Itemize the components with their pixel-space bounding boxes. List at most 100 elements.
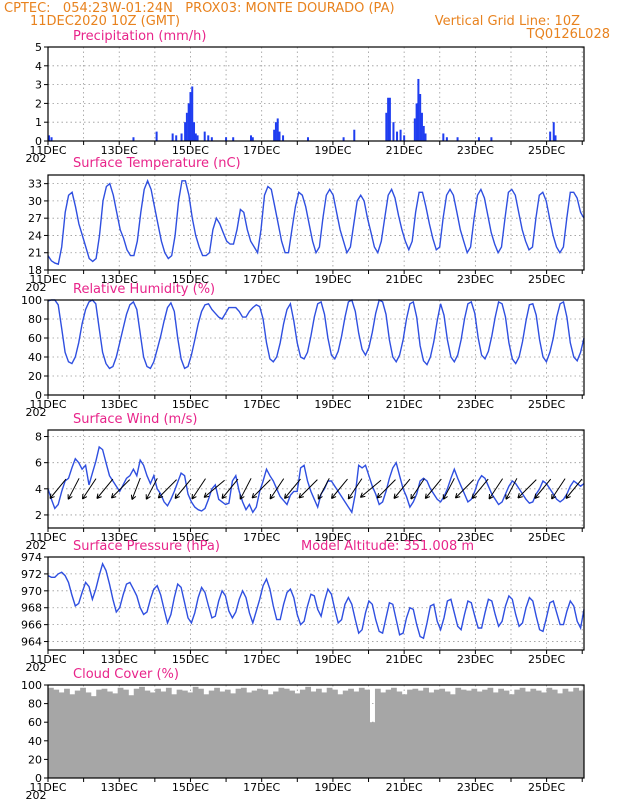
- cloud-bar: [551, 689, 558, 778]
- cloud-bar: [64, 688, 70, 778]
- x-tick-label: 15DEC: [172, 398, 209, 411]
- panel-title: Relative Humidity (%): [73, 282, 215, 297]
- y-tick-label: 1: [35, 116, 42, 129]
- cloud-bar: [492, 692, 499, 778]
- precip-bar: [194, 133, 197, 141]
- x-tick-label: 17DEC: [243, 653, 280, 666]
- cloud-bar: [455, 687, 462, 778]
- y-tick-label: 40: [28, 351, 42, 364]
- y-tick-label: 100: [21, 294, 42, 307]
- cloud-bar: [460, 689, 467, 778]
- precip-bar: [554, 135, 557, 141]
- wind-arrow: [505, 478, 518, 500]
- y-tick-label: 21: [28, 247, 42, 260]
- x-tick-label: 15DEC: [172, 781, 209, 794]
- cloud-bar: [401, 694, 408, 778]
- precip-bar: [171, 133, 174, 141]
- panel-frame: [47, 174, 585, 271]
- wind-arrow: [359, 479, 382, 498]
- precip-bar: [403, 135, 406, 141]
- wind-arrow: [298, 479, 318, 499]
- x-tick-label: 23DEC: [457, 781, 494, 794]
- cloud-bar: [283, 688, 290, 778]
- cloud-bar: [219, 691, 226, 778]
- cloud-bar: [514, 689, 521, 778]
- cloud-bar: [476, 691, 483, 778]
- precip-bar: [417, 78, 420, 141]
- wind-arrow: [284, 478, 301, 499]
- precip-bar: [273, 129, 276, 141]
- cloud-bar: [101, 688, 108, 778]
- y-tick-label: 80: [28, 698, 42, 711]
- y-tick-label: 968: [21, 602, 42, 615]
- wind_speed-line: [47, 445, 585, 515]
- cloud-bar: [412, 688, 419, 778]
- cloud-bar: [573, 687, 580, 778]
- cloud-bar: [444, 691, 451, 778]
- wind-arrow: [534, 478, 552, 499]
- y-tick-label: 18: [28, 264, 42, 277]
- y-tick-label: 80: [28, 313, 42, 326]
- panel-title: Surface Temperature (nC): [73, 156, 241, 171]
- cloud-bar: [332, 689, 338, 778]
- cloud-bar: [374, 688, 381, 778]
- cloud-bar: [508, 694, 515, 778]
- cloud-bar: [203, 694, 210, 778]
- y-tick-label: 60: [28, 716, 42, 729]
- panel-title: Surface Wind (m/s): [73, 412, 197, 427]
- cloud-bar: [235, 688, 242, 778]
- x-tick-label: 15DEC: [172, 273, 209, 286]
- x-tick-label: 13DEC: [101, 531, 138, 544]
- cloud-bar: [90, 696, 97, 778]
- x-tick-label: 17DEC: [243, 273, 280, 286]
- cloud-bar: [562, 688, 569, 778]
- x-tick-label: 15DEC: [172, 653, 209, 666]
- wind-arrow: [410, 478, 425, 500]
- y-tick-label: 2: [35, 509, 42, 522]
- precip-bar: [415, 103, 418, 141]
- cloud-bar: [224, 689, 231, 778]
- panel-1: 18 21 24 27 30 33 11DEC 13DEC 15DEC 17DEC 19DEC 21D…: [26, 156, 585, 294]
- precip-bar: [196, 135, 199, 141]
- precip-bar: [191, 86, 194, 141]
- humidity-line: [47, 298, 585, 370]
- header-grid-line: Vertical Grid Line: 10Z: [434, 14, 580, 29]
- y-tick-label: 972: [21, 568, 42, 581]
- pressure-line: [47, 561, 585, 640]
- x-tick-label: 19DEC: [314, 531, 351, 544]
- precip-bar: [203, 131, 206, 141]
- cloud-bar: [316, 688, 322, 778]
- cloud-bar: [530, 688, 537, 778]
- precip-bar: [175, 135, 178, 141]
- year-label: 202: [26, 152, 47, 165]
- cloud-bar: [433, 689, 440, 778]
- precip-bar: [442, 133, 445, 141]
- precip-bar: [155, 131, 158, 141]
- wind-arrow: [82, 478, 97, 500]
- x-tick-label: 23DEC: [457, 144, 494, 157]
- precip-bar: [549, 131, 552, 141]
- year-label: 202: [26, 406, 47, 419]
- precip-bar: [392, 122, 395, 141]
- x-tick-label: 25DEC: [528, 144, 565, 157]
- wind-arrow: [331, 478, 348, 499]
- y-tick-label: 100: [21, 679, 42, 692]
- cloud-bar: [337, 694, 344, 778]
- wind-arrow: [376, 479, 396, 499]
- panel-frame: [47, 299, 585, 396]
- wind-arrow: [488, 478, 504, 500]
- precip-bar: [278, 131, 281, 141]
- precip-bar: [387, 97, 390, 141]
- x-tick-label: 25DEC: [528, 531, 565, 544]
- header-run-time: 11DEC2020 10Z (GMT): [30, 14, 181, 29]
- precip-bar: [477, 137, 480, 141]
- wind-arrow: [67, 478, 80, 500]
- cloud-bar: [240, 687, 247, 778]
- cloud-bar: [519, 687, 526, 778]
- x-tick-label: 25DEC: [528, 781, 565, 794]
- precip-bar: [207, 135, 210, 141]
- cloud-bar: [294, 693, 301, 778]
- cloud-bar: [535, 690, 542, 778]
- cloud-bar: [48, 687, 54, 778]
- cloud-bar: [257, 688, 263, 778]
